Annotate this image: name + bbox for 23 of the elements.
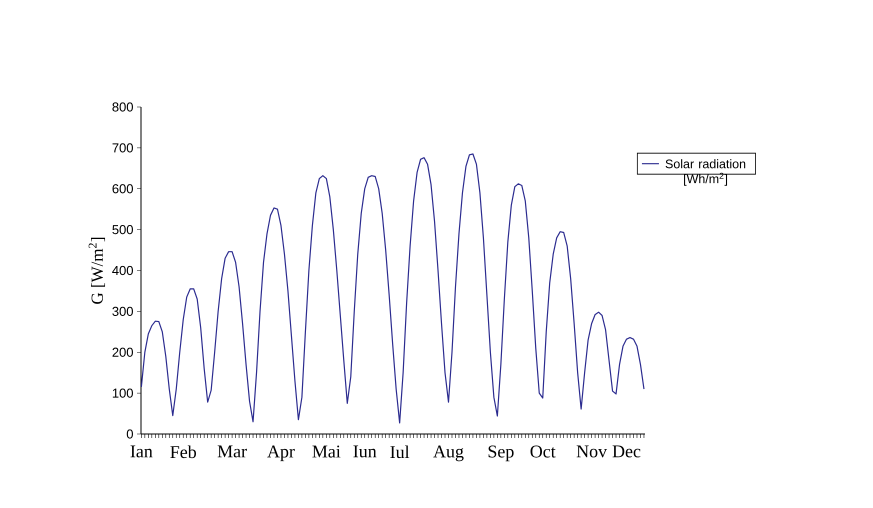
y-tick-label: 400 [112, 266, 133, 276]
y-tick-label: 500 [112, 225, 133, 234]
x-tick-label: Iun [353, 446, 376, 458]
y-tick-label: 300 [112, 306, 133, 316]
x-tick-label: Nov [576, 446, 608, 458]
y-tick-label: 0 [126, 429, 133, 439]
y-axis-title: G [W/m$^{2}$] [88, 238, 106, 304]
y-tick-label: 100 [112, 388, 133, 398]
y-tick-label: 800 [112, 102, 133, 112]
x-tick-label: Apr [267, 446, 295, 462]
x-tick-label: Oct [530, 446, 556, 458]
x-tick-label: Ian [130, 446, 153, 458]
y-tick-label: 200 [112, 348, 133, 357]
x-tick-label: Feb [170, 446, 196, 458]
x-tick-label: Mai [312, 446, 340, 458]
x-tick-label: Aug [433, 446, 464, 462]
line-series [141, 153, 645, 424]
x-tick-label: Dec [612, 446, 640, 458]
y-tick-label: 700 [112, 143, 133, 152]
x-tick-label: Sep [488, 446, 514, 462]
y-tick-label: 600 [112, 184, 133, 194]
x-tick-label: Mar [218, 446, 247, 458]
x-tick-label: Iul [390, 446, 410, 458]
